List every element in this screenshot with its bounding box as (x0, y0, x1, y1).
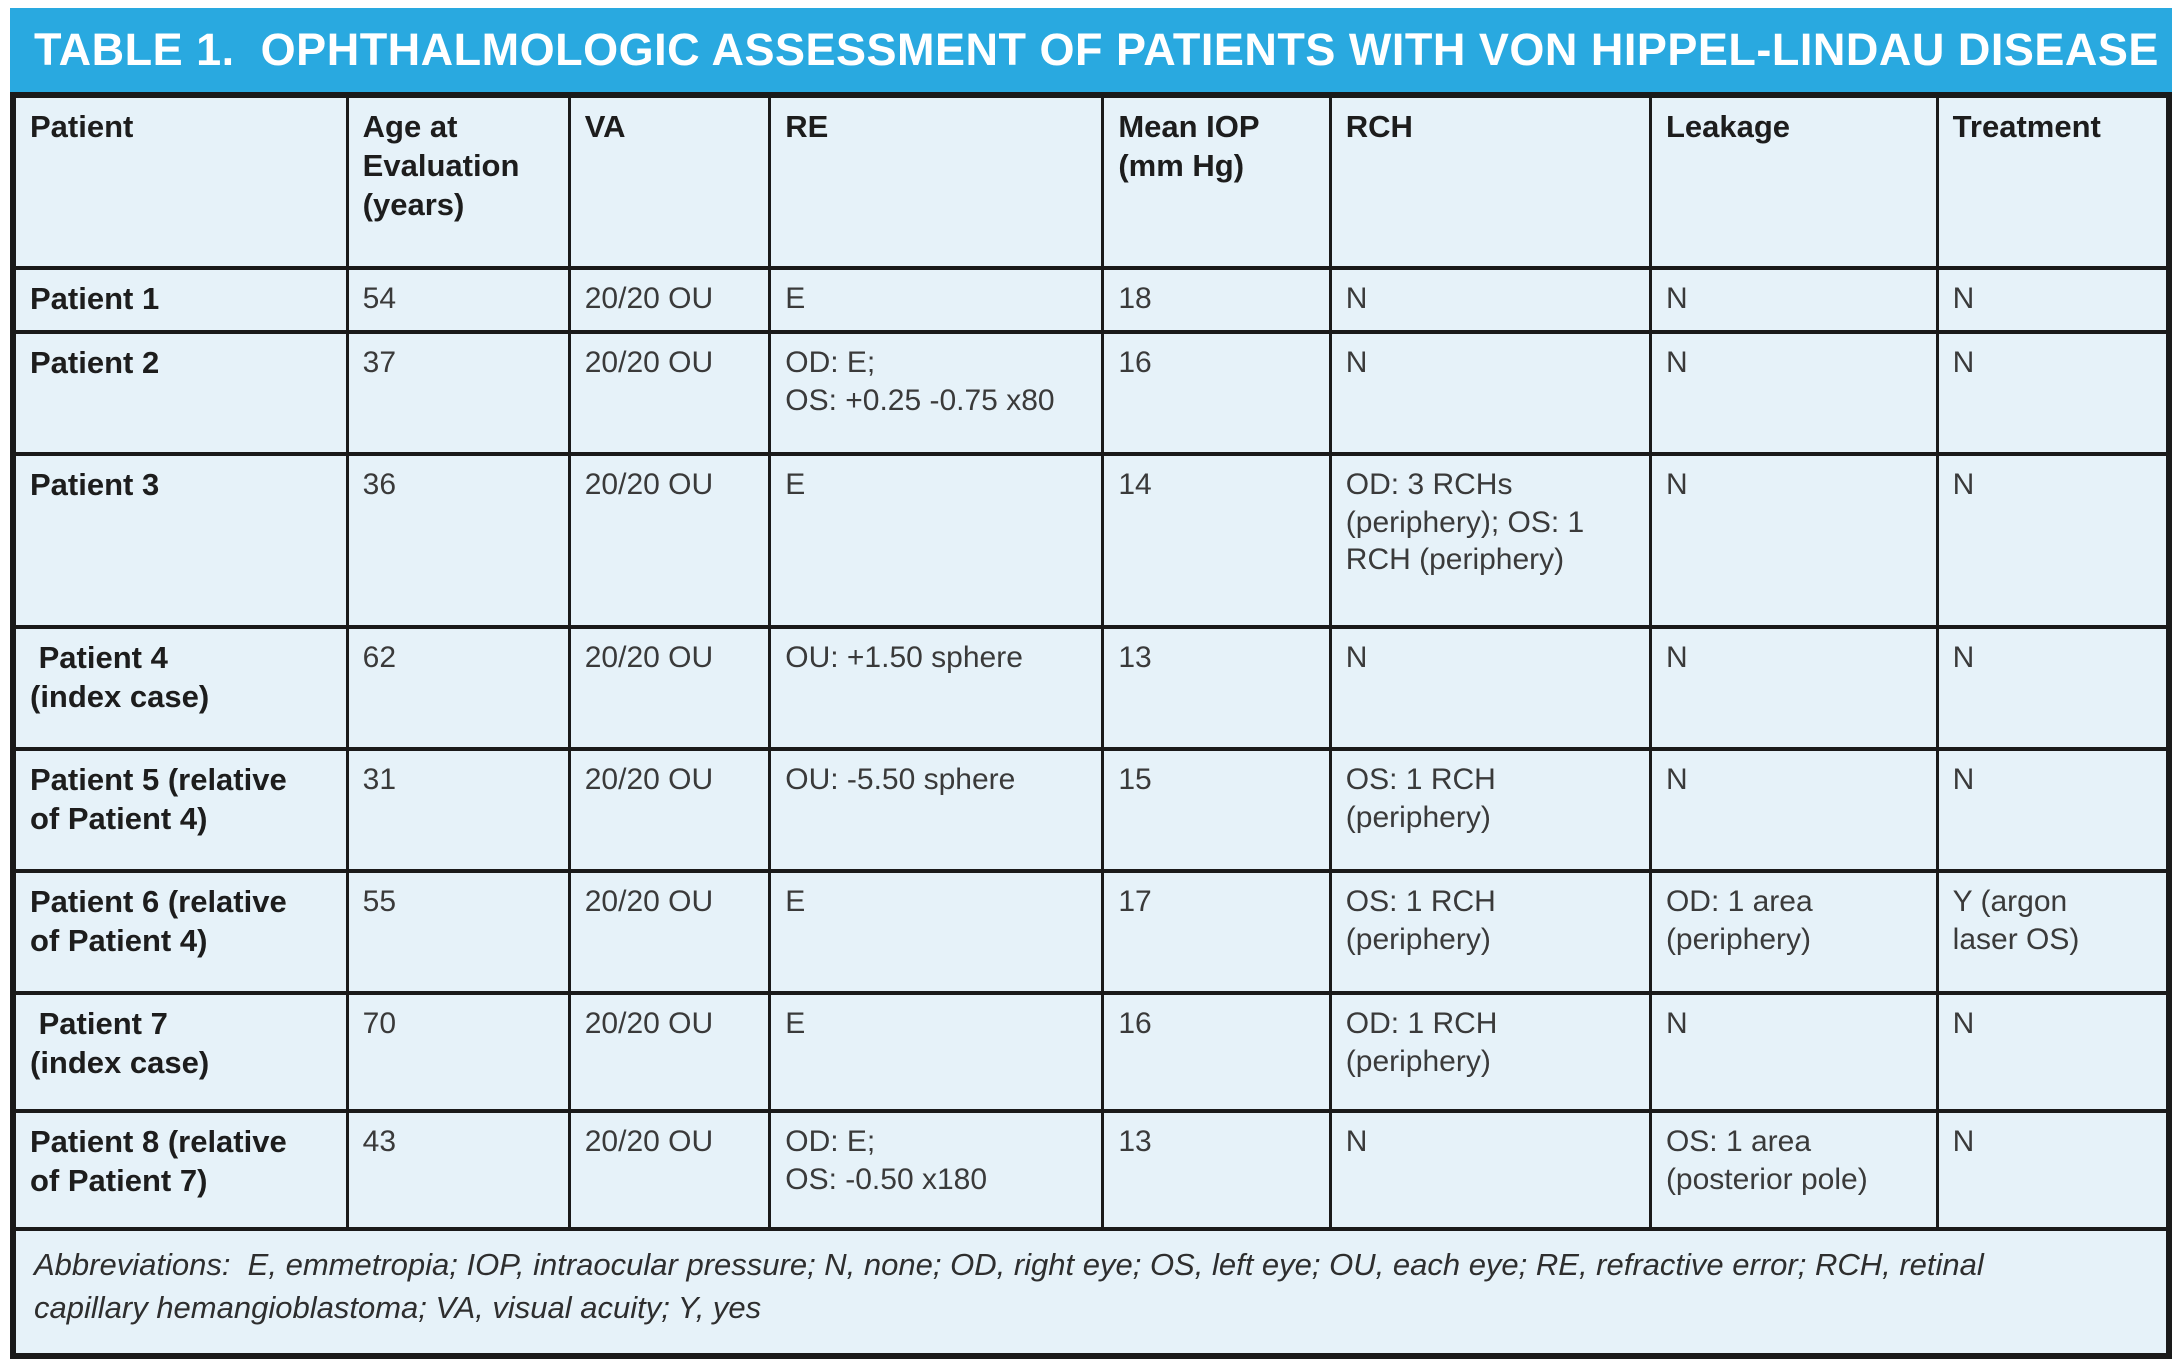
cell-age: 37 (345, 330, 571, 456)
footnote-row: Abbreviations: E, emmetropia; IOP, intra… (11, 1227, 2171, 1358)
column-header-re: RE (768, 93, 1105, 270)
abbreviations-footnote: Abbreviations: E, emmetropia; IOP, intra… (11, 1227, 2171, 1358)
cell-rch: N (1328, 330, 1652, 456)
cell-iop: 16 (1101, 991, 1332, 1113)
cell-re: OD: E; OS: +0.25 -0.75 x80 (768, 330, 1105, 456)
cell-patient: Patient 5 (relative of Patient 4) (11, 747, 349, 873)
cell-patient: Patient 1 (11, 266, 349, 334)
cell-rch: N (1328, 1109, 1652, 1231)
header-row: Patient Age at Evaluation (years) VA RE … (11, 93, 2171, 270)
cell-iop: 13 (1101, 625, 1332, 751)
cell-treatment: N (1935, 266, 2171, 334)
cell-leakage: OD: 1 area (periphery) (1648, 869, 1939, 995)
column-header-leakage: Leakage (1648, 93, 1939, 270)
cell-patient: Patient 2 (11, 330, 349, 456)
cell-va: 20/20 OU (567, 266, 772, 334)
cell-rch: N (1328, 625, 1652, 751)
cell-leakage: N (1648, 991, 1939, 1113)
cell-leakage: N (1648, 452, 1939, 629)
table-row-patient-8: Patient 8 (relative of Patient 7) 43 20/… (11, 1109, 2171, 1231)
cell-re: E (768, 991, 1105, 1113)
cell-va: 20/20 OU (567, 991, 772, 1113)
cell-patient: Patient 6 (relative of Patient 4) (11, 869, 349, 995)
table-row-patient-4: Patient 4 (index case) 62 20/20 OU OU: +… (11, 625, 2171, 751)
cell-iop: 13 (1101, 1109, 1332, 1231)
table-row-patient-6: Patient 6 (relative of Patient 4) 55 20/… (11, 869, 2171, 995)
cell-re: E (768, 869, 1105, 995)
cell-rch: OS: 1 RCH (periphery) (1328, 869, 1652, 995)
column-header-patient: Patient (11, 93, 349, 270)
cell-rch: N (1328, 266, 1652, 334)
cell-age: 36 (345, 452, 571, 629)
cell-iop: 16 (1101, 330, 1332, 456)
page-title: TABLE 1. OPHTHALMOLOGIC ASSESSMENT OF PA… (34, 24, 2159, 75)
cell-patient: Patient 7 (index case) (11, 991, 349, 1113)
cell-treatment: N (1935, 991, 2171, 1113)
cell-iop: 18 (1101, 266, 1332, 334)
cell-treatment: N (1935, 330, 2171, 456)
cell-re: OU: -5.50 sphere (768, 747, 1105, 873)
cell-iop: 17 (1101, 869, 1332, 995)
cell-patient: Patient 4 (index case) (11, 625, 349, 751)
cell-re: OU: +1.50 sphere (768, 625, 1105, 751)
cell-age: 70 (345, 991, 571, 1113)
cell-va: 20/20 OU (567, 1109, 772, 1231)
table-row-patient-7: Patient 7 (index case) 70 20/20 OU E 16 … (11, 991, 2171, 1113)
table-row-patient-1: Patient 1 54 20/20 OU E 18 N N N (11, 266, 2171, 334)
cell-rch: OS: 1 RCH (periphery) (1328, 747, 1652, 873)
cell-va: 20/20 OU (567, 330, 772, 456)
cell-va: 20/20 OU (567, 452, 772, 629)
cell-age: 54 (345, 266, 571, 334)
cell-va: 20/20 OU (567, 625, 772, 751)
column-header-va: VA (567, 93, 772, 270)
cell-leakage: OS: 1 area (posterior pole) (1648, 1109, 1939, 1231)
cell-va: 20/20 OU (567, 747, 772, 873)
cell-re: E (768, 452, 1105, 629)
cell-treatment: N (1935, 452, 2171, 629)
cell-leakage: N (1648, 625, 1939, 751)
cell-patient: Patient 3 (11, 452, 349, 629)
cell-leakage: N (1648, 747, 1939, 873)
cell-iop: 14 (1101, 452, 1332, 629)
cell-treatment: Y (argon laser OS) (1935, 869, 2171, 995)
column-header-rch: RCH (1328, 93, 1652, 270)
cell-treatment: N (1935, 747, 2171, 873)
table-row-patient-2: Patient 2 37 20/20 OU OD: E; OS: +0.25 -… (11, 330, 2171, 456)
column-header-treatment: Treatment (1935, 93, 2171, 270)
cell-age: 55 (345, 869, 571, 995)
cell-va: 20/20 OU (567, 869, 772, 995)
table-title-bar: TABLE 1. OPHTHALMOLOGIC ASSESSMENT OF PA… (10, 8, 2172, 92)
cell-age: 43 (345, 1109, 571, 1231)
table-row-patient-3: Patient 3 36 20/20 OU E 14 OD: 3 RCHs (p… (11, 452, 2171, 629)
cell-age: 31 (345, 747, 571, 873)
cell-leakage: N (1648, 266, 1939, 334)
cell-iop: 15 (1101, 747, 1332, 873)
cell-rch: OD: 1 RCH (periphery) (1328, 991, 1652, 1113)
ophthalmologic-assessment-table: Patient Age at Evaluation (years) VA RE … (10, 92, 2172, 1359)
cell-leakage: N (1648, 330, 1939, 456)
cell-rch: OD: 3 RCHs (periphery); OS: 1 RCH (perip… (1328, 452, 1652, 629)
column-header-iop: Mean IOP (mm Hg) (1101, 93, 1332, 270)
cell-treatment: N (1935, 1109, 2171, 1231)
cell-age: 62 (345, 625, 571, 751)
cell-patient: Patient 8 (relative of Patient 7) (11, 1109, 349, 1231)
cell-re: E (768, 266, 1105, 334)
cell-treatment: N (1935, 625, 2171, 751)
column-header-age: Age at Evaluation (years) (345, 93, 571, 270)
table-row-patient-5: Patient 5 (relative of Patient 4) 31 20/… (11, 747, 2171, 873)
cell-re: OD: E; OS: -0.50 x180 (768, 1109, 1105, 1231)
